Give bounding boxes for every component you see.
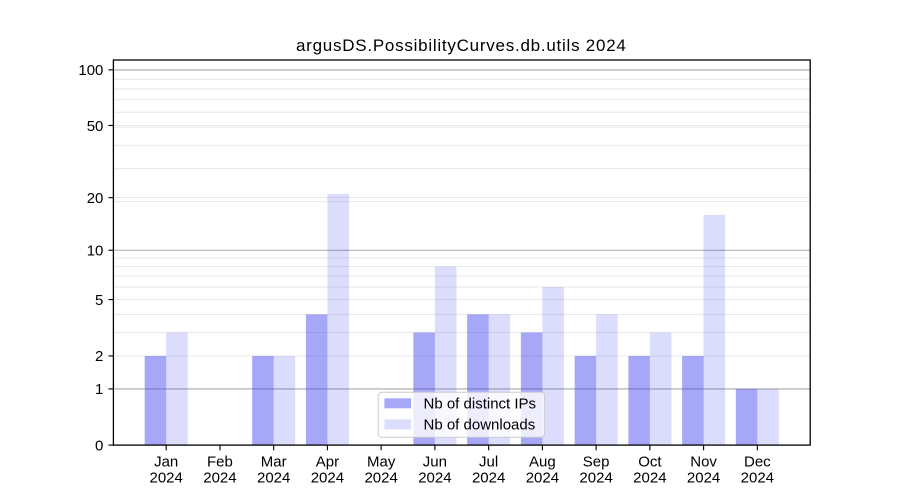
svg-text:2024: 2024 [203, 469, 236, 486]
svg-text:2024: 2024 [741, 469, 774, 486]
svg-text:0: 0 [95, 437, 103, 454]
svg-text:Dec: Dec [744, 453, 771, 470]
svg-text:2024: 2024 [364, 469, 397, 486]
svg-text:Jun: Jun [423, 453, 447, 470]
svg-text:May: May [367, 453, 396, 470]
svg-text:1: 1 [95, 381, 103, 398]
svg-text:20: 20 [87, 190, 104, 207]
svg-text:2024: 2024 [150, 469, 183, 486]
svg-text:2024: 2024 [526, 469, 559, 486]
svg-text:2024: 2024 [687, 469, 720, 486]
svg-text:Sep: Sep [583, 453, 610, 470]
svg-text:Nov: Nov [690, 453, 717, 470]
svg-text:2024: 2024 [472, 469, 505, 486]
svg-text:Jan: Jan [154, 453, 178, 470]
svg-text:Oct: Oct [638, 453, 662, 470]
svg-text:5: 5 [95, 292, 103, 309]
svg-text:argusDS.PossibilityCurves.db.u: argusDS.PossibilityCurves.db.utils 2024 [296, 36, 627, 55]
svg-text:Mar: Mar [261, 453, 287, 470]
svg-text:100: 100 [78, 62, 103, 79]
svg-text:Nb of distinct IPs: Nb of distinct IPs [424, 395, 537, 412]
svg-text:50: 50 [87, 118, 104, 135]
svg-text:Feb: Feb [207, 453, 233, 470]
svg-text:Aug: Aug [529, 453, 556, 470]
svg-text:Nb of downloads: Nb of downloads [424, 416, 536, 433]
svg-text:2024: 2024 [633, 469, 666, 486]
svg-text:Jul: Jul [479, 453, 498, 470]
svg-text:2024: 2024 [311, 469, 344, 486]
svg-text:2024: 2024 [579, 469, 612, 486]
svg-text:Apr: Apr [316, 453, 339, 470]
svg-text:2024: 2024 [257, 469, 290, 486]
svg-text:2024: 2024 [418, 469, 451, 486]
svg-text:2: 2 [95, 348, 103, 365]
svg-text:10: 10 [87, 243, 104, 260]
